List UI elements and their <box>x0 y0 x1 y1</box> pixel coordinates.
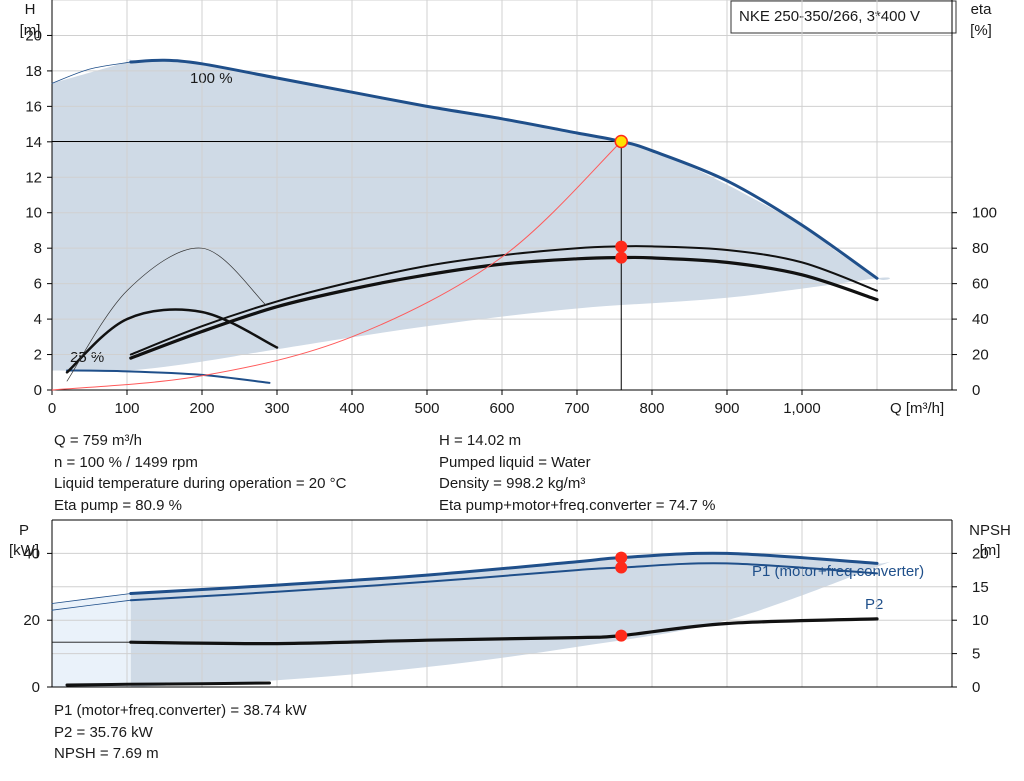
h-op-point <box>614 134 628 149</box>
npsh-curve-25 <box>65 681 271 687</box>
p2-curve-extension <box>51 599 132 611</box>
info-h: H = 14.02 m <box>439 432 522 449</box>
eta-axis-unit: [%] <box>970 22 992 39</box>
q-tick-label: 300 <box>264 400 289 417</box>
h-tick-label: 10 <box>25 205 42 222</box>
p-tick-label: 20 <box>23 612 40 629</box>
title-text: NKE 250-350/266, 3*400 V <box>739 8 920 25</box>
q-tick-label: 100 <box>114 400 139 417</box>
info-speed: n = 100 % / 1499 rpm <box>54 453 198 471</box>
h-tick-label: 20 <box>25 27 42 44</box>
operating-envelope <box>52 59 890 372</box>
p-axis-label: P <box>19 522 29 539</box>
npsh-op-point <box>615 629 628 642</box>
q-tick-label: 900 <box>714 400 739 417</box>
p2-curve <box>129 562 878 602</box>
npsh-curve <box>129 617 879 646</box>
info-q: Q = 759 m³/h <box>54 432 142 449</box>
curve-label-100: 100 % <box>190 70 233 87</box>
p1-curve-extension <box>51 593 132 604</box>
q-tick-label: 600 <box>489 400 514 417</box>
npsh-axis-unit: [m] <box>980 542 1001 559</box>
eta-tick-label: 60 <box>972 276 989 293</box>
eta-curve-25-thin <box>66 247 267 382</box>
q-tick-label: 800 <box>639 400 664 417</box>
q-tick-label: 400 <box>339 400 364 417</box>
eta-pump-op-point <box>615 240 628 253</box>
info-npsh: NPSH = 7.69 m <box>54 745 159 762</box>
series-label-p2: P2 <box>865 596 883 613</box>
h-tick-label: 16 <box>25 98 42 115</box>
info-p2: P2 = 35.76 kW <box>54 723 153 741</box>
p1-op-point <box>615 551 628 564</box>
title-box <box>730 0 957 34</box>
h-curve-25 <box>66 369 271 384</box>
npsh-tick-label: 10 <box>972 612 989 629</box>
q-tick-label: 1,000 <box>783 400 821 417</box>
p2-op-point <box>615 561 628 574</box>
eta-tick-label: 40 <box>972 311 989 328</box>
eta-total-op-point <box>615 251 628 264</box>
eta-total-curve <box>129 255 879 360</box>
info-liquid-temp: Liquid temperature during operation = 20… <box>54 475 347 492</box>
h-tick-label: 8 <box>34 240 42 257</box>
eta-pump-curve <box>129 245 878 356</box>
p-tick-label: 0 <box>32 679 40 696</box>
info-top-left: Q = 759 m³/h n = 100 % / 1499 rpm Liquid… <box>54 430 346 516</box>
eta-axis-label: eta <box>971 1 993 18</box>
npsh-axis-label: NPSH <box>969 522 1011 539</box>
p1-curve <box>129 551 879 595</box>
npsh-tick-label: 15 <box>972 579 989 596</box>
h-tick-label: 4 <box>34 311 42 328</box>
npsh-tick-label: 20 <box>972 545 989 562</box>
h-tick-label: 2 <box>34 347 42 364</box>
h-tick-label: 14 <box>25 134 42 151</box>
p-tick-label: 40 <box>23 545 40 562</box>
eta-curve-25 <box>65 308 279 374</box>
system-curve <box>51 141 622 391</box>
info-bottom: P1 (motor+freq.converter) = 38.74 kW P2 … <box>54 700 307 765</box>
h-curve-extension <box>51 61 132 84</box>
h-curve-100 <box>129 58 879 280</box>
h-tick-label: 0 <box>34 382 42 399</box>
eta-tick-label: 100 <box>972 205 997 222</box>
q-tick-label: 0 <box>48 400 56 417</box>
h-axis-label: H <box>25 1 36 18</box>
p-axis-unit: [kW] <box>9 542 39 559</box>
eta-tick-label: 20 <box>972 347 989 364</box>
h-tick-label: 18 <box>25 63 42 80</box>
eta-tick-label: 0 <box>972 382 980 399</box>
h-tick-label: 12 <box>25 169 42 186</box>
info-eta-total: Eta pump+motor+freq.converter = 74.7 % <box>439 496 716 514</box>
eta-tick-label: 80 <box>972 240 989 257</box>
q-tick-label: 500 <box>414 400 439 417</box>
info-top-right: H = 14.02 m Pumped liquid = Water Densit… <box>439 430 715 516</box>
npsh-tick-label: 5 <box>972 646 980 663</box>
h-axis-unit: [m] <box>20 22 41 39</box>
info-p1: P1 (motor+freq.converter) = 38.74 kW <box>54 702 307 719</box>
info-density: Density = 998.2 kg/m³ <box>439 475 586 492</box>
q-axis-label: Q [m³/h] <box>890 400 944 417</box>
q-tick-label: 700 <box>564 400 589 417</box>
info-eta-pump: Eta pump = 80.9 % <box>54 496 182 514</box>
info-pumped-liquid: Pumped liquid = Water <box>439 453 591 471</box>
h-tick-label: 6 <box>34 276 42 293</box>
q-tick-label: 200 <box>189 400 214 417</box>
p-envelope-light-area <box>52 593 131 687</box>
npsh-tick-label: 0 <box>972 679 980 696</box>
